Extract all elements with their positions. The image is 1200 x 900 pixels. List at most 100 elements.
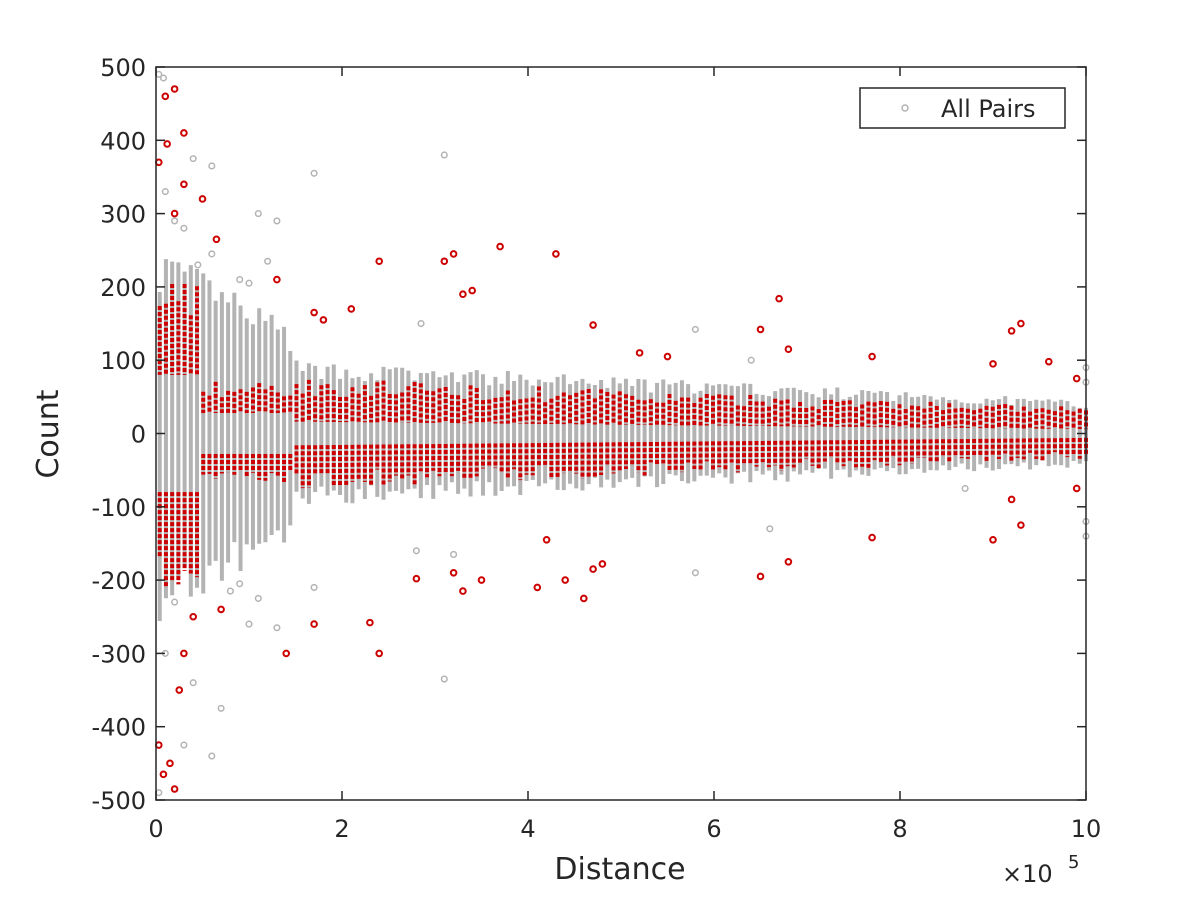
highlight-point [170,785,179,793]
all-pairs-point [171,598,179,606]
x-ticks: 0 2 4 6 8 10 [148,67,1101,843]
all-pairs-point [236,580,244,588]
highlight-point [412,574,421,583]
all-pairs-point [208,250,216,258]
all-pairs-point [273,624,281,632]
highlight-point [589,565,597,573]
all-pairs-point [412,547,420,555]
dense-point-bands [157,259,1088,622]
x-tick-label: 10 [1071,815,1102,843]
highlight-point [542,535,551,544]
y-tick-label: -300 [92,640,146,668]
highlight-point [598,560,607,568]
all-pairs-point [159,74,167,82]
all-pairs-point [310,169,318,177]
highlight-point [1017,521,1025,529]
highlight-point [1072,484,1081,493]
highlight-point [989,535,997,544]
highlight-point [1007,327,1016,335]
legend-box [859,87,1066,129]
highlight-point [496,242,504,251]
highlight-point [217,605,225,614]
highlight-point [663,352,672,361]
x-tick-label: 2 [334,815,349,843]
all-pairs-point [226,587,234,595]
highlight-point [784,557,793,566]
highlight-point [375,257,384,266]
highlight-point [170,85,179,93]
data-points [154,70,1090,797]
x-axis-label: Distance [554,852,685,887]
highlight-point [756,325,765,334]
all-pairs-point [747,356,755,364]
highlight-point [1072,374,1081,383]
highlight-point [449,568,458,577]
legend-marker [901,104,909,112]
highlight-point [159,770,168,779]
highlight-point [784,345,793,354]
all-pairs-point [273,217,281,225]
highlight-point [561,576,570,584]
all-pairs-point [236,276,244,284]
highlight-point [366,618,374,627]
legend: All Pairs [859,87,1066,129]
y-tick-label: 400 [100,127,146,155]
legend-entry-all-pairs: All Pairs [941,95,1036,123]
all-pairs-point [310,583,318,591]
highlight-point [868,533,876,542]
x-exponent-power: 5 [1068,852,1079,873]
highlight-point [459,290,467,299]
highlight-point [273,275,281,284]
all-pairs-point [245,279,253,287]
all-pairs-point [189,679,197,687]
highlight-point [170,209,179,218]
all-pairs-point [440,151,448,159]
x-exponent: ×10 5 [1002,852,1079,888]
highlight-point [449,250,458,258]
y-tick-label: 500 [100,54,146,82]
highlight-point [319,316,328,324]
highlight-point [1045,357,1053,366]
all-pairs-point [180,224,188,232]
highlight-point [868,352,876,361]
highlight-point [163,140,171,148]
y-tick-label: 100 [100,347,146,375]
all-pairs-point [180,741,188,749]
all-pairs-point [961,484,969,493]
highlight-point [580,594,588,603]
all-pairs-point [691,569,699,577]
all-pairs-point [254,594,262,602]
all-pairs-point [161,188,169,196]
highlight-point [552,250,560,258]
highlight-point [282,649,291,658]
highlight-point [635,349,644,357]
highlight-point [1017,319,1025,328]
y-tick-label: -500 [92,787,146,815]
highlight-point [310,308,318,317]
all-pairs-point [189,155,197,163]
highlight-point [440,257,449,266]
highlight-point [212,235,221,244]
x-tick-label: 8 [892,815,907,843]
y-tick-label: 300 [100,201,146,229]
highlight-point [477,576,486,584]
all-pairs-point [208,162,216,170]
y-tick-label: 200 [100,274,146,302]
y-tick-label: -400 [92,714,146,742]
highlight-point [175,686,184,694]
all-pairs-point [217,704,225,712]
highlight-point [375,649,384,658]
y-tick-label: 0 [131,421,146,449]
highlight-point [347,305,356,313]
highlight-point [310,620,318,628]
highlight-point [589,321,597,329]
x-tick-label: 4 [520,815,535,843]
highlight-point [468,286,477,295]
all-pairs-point [171,217,179,225]
all-pairs-point [208,752,216,760]
y-axis-label: Count [31,389,66,478]
highlight-point [1007,495,1016,504]
highlight-point [459,587,467,595]
highlight-point [180,649,188,658]
